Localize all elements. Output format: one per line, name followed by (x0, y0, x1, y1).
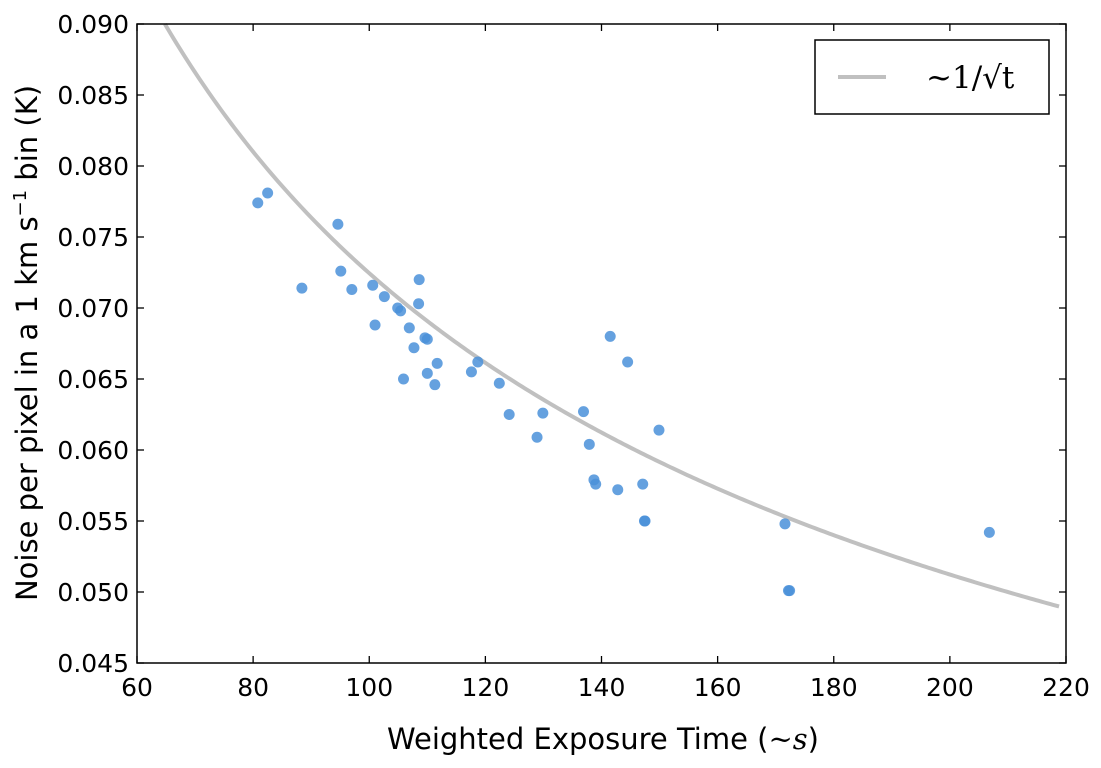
data-point (369, 319, 381, 331)
data-point (378, 291, 390, 303)
data-point (332, 218, 344, 230)
data-point (413, 298, 425, 310)
y-tick-label: 0.045 (57, 649, 129, 678)
y-axis-label-text: Noise per pixel in a 1 km s (10, 216, 44, 601)
y-tick-label: 0.070 (57, 294, 129, 323)
y-axis-label-sup: −1 (10, 190, 31, 217)
plot-frame (136, 23, 1067, 664)
data-point (983, 526, 995, 538)
data-point (421, 333, 433, 345)
x-tick-label: 60 (121, 673, 153, 702)
data-point (583, 438, 595, 450)
x-tick-label: 100 (345, 673, 393, 702)
fit-curve (163, 22, 1060, 609)
legend-label: ~1/√t (926, 60, 1015, 96)
x-axis-label: Weighted Exposure Time (~s) (387, 722, 819, 756)
data-point (262, 187, 274, 199)
x-axis-label-text: Weighted Exposure Time ( (387, 722, 768, 756)
data-point (472, 356, 484, 368)
data-point (653, 424, 665, 436)
x-tick-label: 80 (237, 673, 269, 702)
data-point (612, 484, 624, 496)
data-point (503, 409, 515, 420)
x-tick-label: 160 (694, 673, 742, 702)
y-tick-label: 0.075 (57, 223, 129, 252)
data-point (590, 478, 602, 490)
y-tick-label: 0.055 (57, 507, 129, 536)
data-point (465, 366, 477, 378)
x-tick-label: 140 (578, 673, 626, 702)
y-tick-label: 0.060 (57, 436, 129, 465)
x-tick-label: 220 (1042, 673, 1090, 702)
y-axis-label-tail: bin (K) (10, 85, 44, 190)
data-point (395, 305, 407, 317)
data-point (493, 377, 505, 389)
y-tick-label: 0.090 (57, 10, 129, 39)
data-point (398, 373, 410, 385)
data-point (604, 330, 616, 342)
data-point (296, 282, 308, 294)
data-point (252, 197, 264, 209)
y-tick-label: 0.050 (57, 578, 129, 607)
data-point (637, 478, 649, 490)
data-point (578, 406, 590, 418)
x-axis-label-close: ) (808, 722, 819, 756)
data-point (346, 284, 358, 296)
x-tick-label: 120 (462, 673, 510, 702)
data-point (784, 585, 796, 597)
legend: ~1/√t (814, 39, 1050, 115)
y-tick-label: 0.080 (57, 152, 129, 181)
data-point (622, 356, 634, 368)
fit-curve-layer (163, 22, 1060, 609)
y-tick-label: 0.085 (57, 81, 129, 110)
data-point (403, 322, 415, 334)
data-point (421, 367, 433, 379)
data-point (639, 515, 651, 527)
y-tick-label: 0.065 (57, 365, 129, 394)
data-points (252, 187, 995, 597)
data-point (413, 274, 425, 286)
data-point (429, 379, 441, 391)
data-point (531, 431, 543, 443)
data-point (537, 407, 549, 419)
y-axis-label: Noise per pixel in a 1 km s−1 bin (K) (10, 85, 44, 601)
x-tick-label: 200 (926, 673, 974, 702)
data-point (335, 265, 347, 277)
data-point (431, 357, 443, 369)
tick-labels: 60 80 100 120 140 160 180 200 220 0.045 0.050 0.055… (57, 10, 1089, 702)
data-point (367, 279, 379, 291)
data-point (779, 518, 791, 530)
x-axis-label-math: ~s (768, 722, 807, 756)
x-tick-label: 180 (810, 673, 858, 702)
data-point (408, 342, 420, 354)
